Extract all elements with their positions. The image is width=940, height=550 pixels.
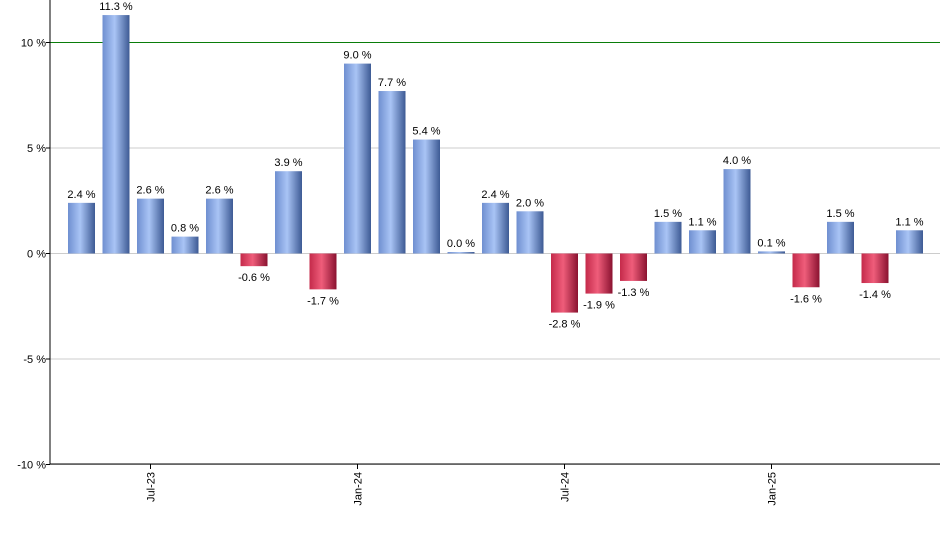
data-label: 4.0 % (723, 155, 751, 167)
data-label: 1.1 % (688, 216, 716, 228)
bar (654, 221, 682, 254)
bars (68, 15, 923, 313)
bar (516, 211, 544, 254)
x-tick-label: Jan-25 (767, 472, 779, 506)
data-label: 1.5 % (654, 208, 682, 220)
data-label: -0.6 % (238, 272, 270, 284)
x-tick-labels: Jul-23 Jan-24 Jul-24 Jan-25 (146, 464, 779, 506)
data-label: 3.9 % (274, 157, 302, 169)
bar (827, 221, 854, 254)
data-label: 0.8 % (171, 223, 199, 235)
bar (482, 202, 509, 254)
y-tick-label: -10 % (17, 460, 46, 472)
bar (551, 253, 578, 313)
bar (275, 171, 302, 254)
bar (137, 198, 164, 254)
data-label: 0.0 % (447, 238, 475, 250)
data-label: 1.5 % (826, 208, 854, 220)
data-label: -1.4 % (859, 289, 891, 301)
bar (758, 251, 785, 254)
data-label: 2.6 % (136, 185, 164, 197)
data-label: 2.6 % (205, 185, 233, 197)
y-tick-label: 5 % (27, 143, 46, 155)
bar (344, 63, 371, 254)
x-tick-label: Jul-23 (146, 472, 158, 502)
data-label: 5.4 % (412, 126, 440, 138)
data-label: 7.7 % (378, 77, 406, 89)
bar (206, 198, 233, 254)
data-label: -1.7 % (307, 295, 339, 307)
bar (792, 253, 820, 288)
x-tick-label: Jul-24 (560, 472, 572, 502)
y-tick-label: 10 % (21, 38, 46, 50)
data-label: 2.0 % (516, 197, 544, 209)
bar (240, 253, 268, 267)
bar (896, 230, 923, 254)
bar (689, 230, 716, 254)
data-label: 2.4 % (481, 189, 509, 201)
bar (413, 139, 440, 254)
data-label: -1.3 % (618, 287, 650, 299)
x-tick-label: Jan-24 (353, 472, 365, 506)
data-label: 11.3 % (99, 1, 133, 13)
data-label: 0.1 % (757, 237, 785, 249)
bar (68, 202, 95, 254)
data-label: 9.0 % (343, 50, 371, 62)
bar (309, 253, 337, 290)
y-tick-labels: 10 % 5 % 0 % -5 % -10 % (17, 38, 46, 472)
bar (723, 169, 751, 254)
data-label: -1.6 % (790, 293, 822, 305)
y-tick-label: 0 % (27, 249, 46, 261)
data-label: 2.4 % (67, 189, 95, 201)
data-label: 1.1 % (895, 216, 923, 228)
axes (49, 0, 940, 465)
bar (171, 236, 199, 254)
data-label: -2.8 % (549, 319, 581, 331)
bar (447, 252, 475, 254)
data-labels: 2.4 % 11.3 % 2.6 % 0.8 % 2.6 % -0.6 % 3.9 % -1.… (67, 1, 923, 331)
y-tick-label: -5 % (23, 354, 46, 366)
bar (620, 253, 647, 281)
data-label: -1.9 % (583, 300, 615, 312)
bar (378, 91, 406, 254)
bar (585, 253, 613, 294)
bar (102, 15, 130, 254)
bar (861, 253, 889, 284)
